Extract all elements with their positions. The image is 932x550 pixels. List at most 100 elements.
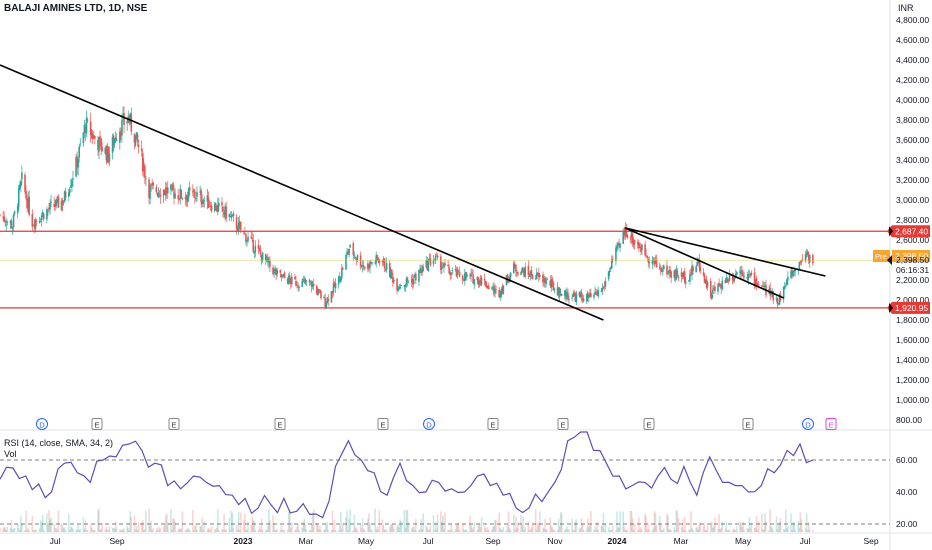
candle-body: [426, 260, 429, 271]
volume-bar: [615, 529, 617, 532]
volume-bar: [470, 525, 472, 532]
candle-body: [179, 188, 182, 199]
trendline-2[interactable]: [625, 227, 826, 277]
candle-body: [807, 254, 810, 262]
dividend-marker[interactable]: D: [36, 418, 48, 430]
volume-bar: [461, 523, 464, 532]
volume-bar: [559, 512, 562, 532]
candle-body: [792, 271, 794, 276]
candle-body: [281, 275, 284, 277]
candle-body: [50, 201, 52, 203]
earnings-marker[interactable]: E: [742, 418, 754, 430]
candle-body: [695, 266, 697, 273]
rsi-axis[interactable]: 60.00 40.00 20.00: [896, 455, 918, 529]
volume-bar: [736, 526, 738, 532]
volume-bar: [784, 509, 787, 532]
candle-body: [151, 183, 153, 185]
rsi-line[interactable]: [0, 431, 814, 519]
volume-bar: [709, 524, 712, 532]
candle-body: [740, 270, 742, 274]
last-price-arrow: [887, 255, 892, 266]
candle-body: [596, 293, 598, 296]
candle-body: [86, 119, 89, 121]
candle-body: [662, 269, 664, 272]
earnings-marker[interactable]: E: [557, 418, 569, 430]
volume-bar: [720, 528, 722, 532]
candle-body: [104, 147, 107, 154]
candle-body: [171, 184, 173, 186]
earnings-marker[interactable]: E: [377, 418, 389, 430]
volume-bar: [179, 529, 182, 532]
candle-body: [564, 290, 566, 296]
candle-body: [755, 278, 758, 285]
volume-bar: [34, 529, 37, 532]
trendline-3[interactable]: [624, 227, 785, 299]
volume-bar: [42, 529, 45, 532]
candle-body: [77, 158, 79, 168]
volume-bar: [399, 519, 401, 532]
volume-bar: [638, 517, 640, 532]
volume-title[interactable]: Vol: [4, 449, 17, 459]
price-tick-label: 1,200.00: [896, 375, 929, 385]
volume-bar: [698, 523, 701, 532]
volume-bar: [688, 529, 690, 532]
volume-bar: [765, 521, 767, 532]
earnings-marker[interactable]: E: [643, 418, 655, 430]
trendline-1[interactable]: [0, 64, 604, 321]
earnings-marker[interactable]: E: [274, 418, 286, 430]
price-axis[interactable]: 4,800.00 4,600.00 4,400.00 4,200.00 4,000.00…: [896, 15, 929, 425]
volume-bar: [50, 517, 52, 532]
volume-bar: [514, 529, 516, 532]
candle-body: [480, 277, 483, 285]
candle-body: [274, 269, 276, 271]
earnings-marker[interactable]: E: [91, 418, 103, 430]
volume-bar: [53, 523, 55, 532]
candle-body: [221, 202, 223, 206]
rsi-tick-label: 40.00: [896, 487, 918, 497]
volume-bar: [457, 522, 460, 532]
candle-body: [269, 261, 271, 267]
candle-body: [243, 231, 245, 233]
candle-body: [432, 259, 435, 264]
candle-body: [48, 207, 50, 210]
rsi-pane[interactable]: [0, 431, 890, 525]
earnings-box: [557, 418, 569, 430]
volume-bar: [280, 525, 283, 532]
time-axis[interactable]: Jul Sep 2023 Mar May Jul Sep Nov 2024 Mar May Jul Se…: [50, 536, 879, 546]
volume-bar: [348, 519, 350, 532]
candle-body: [646, 256, 648, 258]
earnings-marker[interactable]: E: [487, 418, 499, 430]
price-pane[interactable]: [0, 64, 890, 321]
upcoming-earnings-marker[interactable]: E: [825, 418, 837, 430]
candle-body: [655, 259, 658, 267]
volume-bar: [122, 529, 124, 532]
candle-body: [353, 255, 356, 257]
volume-bar: [806, 529, 809, 532]
price-tick-label: 3,600.00: [896, 135, 929, 145]
candle-body: [203, 199, 206, 201]
candle-body: [742, 273, 744, 277]
candle-body: [78, 146, 81, 158]
volume-bar: [296, 526, 298, 532]
candle-body: [141, 153, 144, 172]
dividend-marker[interactable]: D: [802, 418, 814, 430]
volume-bar: [502, 527, 505, 532]
volume-bar: [682, 529, 685, 532]
volume-bar: [2, 528, 4, 532]
candle-body: [327, 298, 330, 302]
candle-body: [611, 258, 614, 260]
candle-body: [552, 282, 555, 291]
candle-body: [732, 277, 735, 282]
earnings-marker[interactable]: E: [168, 418, 180, 430]
volume-bar: [537, 523, 540, 532]
candle-body: [461, 275, 464, 280]
volume-bar: [484, 527, 487, 532]
candle-body: [184, 197, 187, 199]
rsi-title[interactable]: RSI (14, close, SMA, 34, 2): [4, 438, 114, 448]
dividend-marker[interactable]: D: [423, 418, 435, 430]
chart-title[interactable]: BALAJI AMINES LTD, 1D, NSE: [4, 3, 148, 14]
candle-body: [275, 268, 277, 276]
pre-value-bg: [892, 250, 930, 262]
pre-tag-bg: [873, 250, 890, 262]
